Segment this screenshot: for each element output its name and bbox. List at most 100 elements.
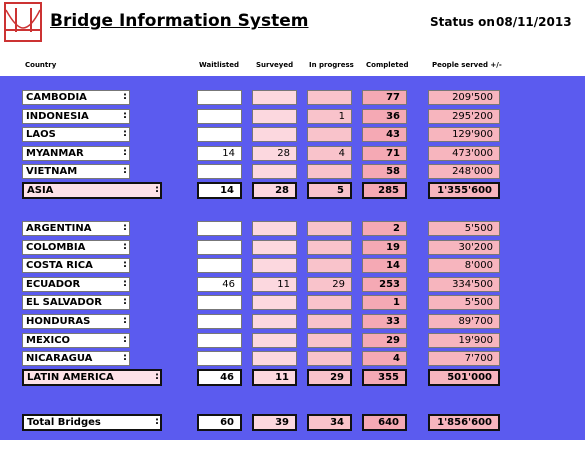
value-cell	[197, 351, 242, 367]
value-cell: 29	[307, 368, 352, 386]
value-cell: 5	[307, 182, 352, 199]
value-cell	[307, 351, 352, 367]
value-cell: 43	[362, 127, 407, 143]
country-label: ARGENTINA	[22, 221, 130, 236]
value-cell	[197, 258, 242, 274]
value-cell: 28	[252, 145, 297, 161]
country-label: VIETNAM	[22, 164, 130, 180]
value-cell: 46	[197, 276, 242, 292]
value-cell	[197, 90, 242, 105]
value-cell	[197, 332, 242, 348]
subtotal-label: Total Bridges	[22, 414, 162, 431]
value-cell: 1'355'600	[428, 182, 500, 199]
separator: :	[123, 352, 127, 364]
country-label: EL SALVADOR	[22, 295, 130, 311]
value-cell: 34	[307, 414, 352, 431]
value-cell: 29	[307, 276, 352, 292]
value-cell	[252, 108, 297, 124]
value-cell: 14	[197, 182, 242, 199]
column-header: People served +/-	[432, 61, 502, 69]
value-cell	[307, 332, 352, 348]
value-cell: 39	[252, 414, 297, 431]
value-cell: 46	[197, 368, 242, 386]
value-cell: 77	[362, 90, 407, 105]
separator: :	[123, 333, 127, 345]
value-cell	[197, 108, 242, 124]
value-cell: 209'500	[428, 90, 500, 105]
country-label: CAMBODIA	[22, 90, 130, 105]
separator: :	[123, 128, 127, 140]
separator: :	[123, 296, 127, 308]
value-cell: 1'856'600	[428, 414, 500, 431]
value-cell	[307, 90, 352, 105]
status-date: 08/11/2013	[496, 15, 572, 29]
value-cell: 30'200	[428, 239, 500, 255]
value-cell	[197, 164, 242, 180]
country-label: LAOS	[22, 127, 130, 143]
column-header: Completed	[366, 61, 409, 69]
value-cell: 8'000	[428, 258, 500, 274]
column-header: In progress	[309, 61, 354, 69]
value-cell: 58	[362, 164, 407, 180]
value-cell	[252, 332, 297, 348]
separator: :	[123, 91, 127, 102]
value-cell: 1	[307, 108, 352, 124]
title: Bridge Information System	[50, 11, 309, 31]
value-cell: 285	[362, 182, 407, 199]
column-header: Waitlisted	[199, 61, 240, 69]
value-cell: 71	[362, 145, 407, 161]
value-cell	[307, 239, 352, 255]
value-cell: 19'900	[428, 332, 500, 348]
country-label: HONDURAS	[22, 314, 130, 329]
value-cell: 36	[362, 108, 407, 124]
separator: :	[155, 416, 159, 427]
separator: :	[123, 277, 127, 289]
value-cell	[197, 314, 242, 329]
value-cell	[252, 164, 297, 180]
column-header: Country	[25, 61, 57, 69]
value-cell: 14	[362, 258, 407, 274]
value-cell: 5'500	[428, 295, 500, 311]
value-cell	[252, 127, 297, 143]
value-cell	[307, 258, 352, 274]
value-cell: 14	[197, 145, 242, 161]
country-label: MYANMAR	[22, 145, 130, 161]
value-cell	[252, 314, 297, 329]
value-cell: 60	[197, 414, 242, 431]
country-label: COSTA RICA	[22, 258, 130, 274]
country-label: COLOMBIA	[22, 239, 130, 255]
country-label: MEXICO	[22, 332, 130, 348]
country-label: ECUADOR	[22, 276, 130, 292]
value-cell	[252, 90, 297, 105]
subtotal-label: LATIN AMERICA	[22, 368, 162, 386]
value-cell: 640	[362, 414, 407, 431]
value-cell	[307, 127, 352, 143]
separator: :	[155, 184, 159, 195]
value-cell: 2	[362, 221, 407, 236]
value-cell	[307, 221, 352, 236]
value-cell: 28	[252, 182, 297, 199]
value-cell	[252, 258, 297, 274]
value-cell: 7'700	[428, 351, 500, 367]
value-cell: 29	[362, 332, 407, 348]
value-cell: 473'000	[428, 145, 500, 161]
value-cell: 4	[307, 145, 352, 161]
value-cell: 253	[362, 276, 407, 292]
separator: :	[123, 315, 127, 326]
value-cell	[252, 239, 297, 255]
value-cell: 11	[252, 276, 297, 292]
status-label: Status on	[430, 15, 495, 29]
value-cell	[197, 221, 242, 236]
value-cell: 501'000	[428, 368, 500, 386]
country-label: NICARAGUA	[22, 351, 130, 367]
value-cell	[197, 127, 242, 143]
separator: :	[123, 240, 127, 252]
column-header: Surveyed	[256, 61, 294, 69]
value-cell	[197, 295, 242, 311]
value-cell: 33	[362, 314, 407, 329]
value-cell	[307, 295, 352, 311]
value-cell	[307, 164, 352, 180]
value-cell	[252, 295, 297, 311]
separator: :	[123, 109, 127, 121]
